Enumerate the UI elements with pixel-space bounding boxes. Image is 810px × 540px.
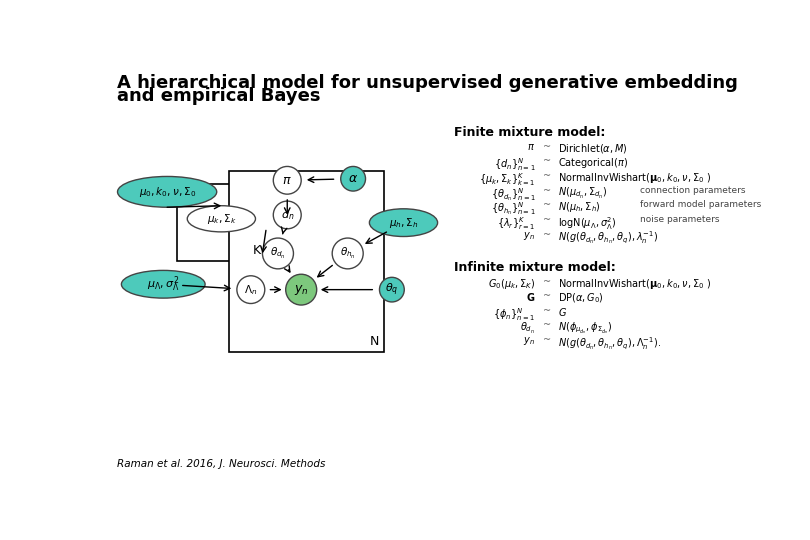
Text: DP$(\alpha, G_0)$: DP$(\alpha, G_0)$ xyxy=(559,291,604,305)
Ellipse shape xyxy=(117,177,217,207)
Ellipse shape xyxy=(286,274,317,305)
Text: $\Lambda_n$: $\Lambda_n$ xyxy=(244,283,258,296)
Text: A hierarchical model for unsupervised generative embedding: A hierarchical model for unsupervised ge… xyxy=(117,74,738,92)
Text: ~: ~ xyxy=(543,157,551,166)
Text: $\theta_{d_n}$: $\theta_{d_n}$ xyxy=(520,320,535,335)
Text: $\mu_0, k_0, \nu, \Sigma_0$: $\mu_0, k_0, \nu, \Sigma_0$ xyxy=(139,185,196,199)
Text: Finite mixture model:: Finite mixture model: xyxy=(454,126,605,139)
Text: $\{\theta_{h_n}\}_{n=1}^N$: $\{\theta_{h_n}\}_{n=1}^N$ xyxy=(491,200,535,217)
Text: $\{d_n\}_{n=1}^N$: $\{d_n\}_{n=1}^N$ xyxy=(493,157,535,173)
Text: $G$: $G$ xyxy=(559,306,568,318)
Text: K: K xyxy=(253,244,261,257)
Bar xyxy=(229,171,384,352)
Ellipse shape xyxy=(332,238,363,269)
Text: $\theta_{h_n}$: $\theta_{h_n}$ xyxy=(339,246,356,261)
Ellipse shape xyxy=(273,201,301,229)
Text: connection parameters: connection parameters xyxy=(640,186,745,195)
Text: $N(\mu_h, \Sigma_h)$: $N(\mu_h, \Sigma_h)$ xyxy=(559,200,601,214)
Text: $y_n$: $y_n$ xyxy=(523,230,535,241)
Ellipse shape xyxy=(187,206,255,232)
Text: $\mathbf{G}$: $\mathbf{G}$ xyxy=(526,291,535,303)
Text: Dirichlet$(\alpha, M)$: Dirichlet$(\alpha, M)$ xyxy=(559,142,628,155)
Text: Infinite mixture model:: Infinite mixture model: xyxy=(454,261,616,274)
Ellipse shape xyxy=(369,209,437,237)
Text: ~: ~ xyxy=(543,230,551,240)
Text: Raman et al. 2016, J. Neurosci. Methods: Raman et al. 2016, J. Neurosci. Methods xyxy=(117,459,325,469)
Text: forward model parameters: forward model parameters xyxy=(640,200,761,210)
Text: $\mu_\Lambda, \sigma_\Lambda^2$: $\mu_\Lambda, \sigma_\Lambda^2$ xyxy=(147,274,180,294)
Text: ~: ~ xyxy=(543,215,551,225)
Text: $\{\lambda_r\}_{r=1}^K$: $\{\lambda_r\}_{r=1}^K$ xyxy=(497,215,535,232)
Text: ~: ~ xyxy=(543,306,551,316)
Text: $d_n$: $d_n$ xyxy=(280,208,294,222)
Text: $\{\mu_k, \Sigma_k\}_{k=1}^K$: $\{\mu_k, \Sigma_k\}_{k=1}^K$ xyxy=(479,171,535,188)
Text: $G_0(\mu_k, \Sigma_K)$: $G_0(\mu_k, \Sigma_K)$ xyxy=(488,276,535,291)
Text: $\alpha$: $\alpha$ xyxy=(348,172,358,185)
Text: $N(g(\theta_{d_n}, \theta_{h_n}, \theta_q), \lambda_n^{-1})$: $N(g(\theta_{d_n}, \theta_{h_n}, \theta_… xyxy=(559,230,659,246)
Text: $N(\phi_{\mu_{d_n}}, \phi_{\Sigma_{d_n}})$: $N(\phi_{\mu_{d_n}}, \phi_{\Sigma_{d_n}}… xyxy=(559,320,612,336)
Text: $\mu_k, \Sigma_k$: $\mu_k, \Sigma_k$ xyxy=(207,212,237,226)
Text: $N(g(\theta_{d_n}, \theta_{h_n}, \theta_q), \Lambda_n^{-1}).$: $N(g(\theta_{d_n}, \theta_{h_n}, \theta_… xyxy=(559,335,662,352)
Text: $\theta_q$: $\theta_q$ xyxy=(386,281,399,298)
Text: Categorical$(\pi)$: Categorical$(\pi)$ xyxy=(559,157,629,171)
Text: ~: ~ xyxy=(543,200,551,210)
Text: ~: ~ xyxy=(543,171,551,181)
Text: ~: ~ xyxy=(543,276,551,287)
Text: ~: ~ xyxy=(543,186,551,195)
Text: $\{\theta_{d_n}\}_{n=1}^N$: $\{\theta_{d_n}\}_{n=1}^N$ xyxy=(491,186,535,202)
Bar xyxy=(177,184,266,261)
Text: and empirical Bayes: and empirical Bayes xyxy=(117,87,320,105)
Text: $\theta_{d_n}$: $\theta_{d_n}$ xyxy=(270,246,286,261)
Text: $\pi$: $\pi$ xyxy=(527,142,535,152)
Text: N: N xyxy=(370,335,380,348)
Text: $\pi$: $\pi$ xyxy=(283,174,292,187)
Ellipse shape xyxy=(341,166,365,191)
Text: noise parameters: noise parameters xyxy=(640,215,719,224)
Text: ~: ~ xyxy=(543,320,551,330)
Ellipse shape xyxy=(237,276,265,303)
Text: ~: ~ xyxy=(543,291,551,301)
Text: ~: ~ xyxy=(543,335,551,345)
Ellipse shape xyxy=(262,238,293,269)
Text: NormalInvWishart$(\mathbf{\mu}_0, k_0, \nu, \Sigma_0\ )$: NormalInvWishart$(\mathbf{\mu}_0, k_0, \… xyxy=(559,276,712,291)
Text: $\mu_h, \Sigma_h$: $\mu_h, \Sigma_h$ xyxy=(389,215,419,230)
Ellipse shape xyxy=(379,278,404,302)
Text: ~: ~ xyxy=(543,142,551,152)
Ellipse shape xyxy=(122,271,205,298)
Text: $y_n$: $y_n$ xyxy=(523,335,535,347)
Ellipse shape xyxy=(273,166,301,194)
Text: $\{\phi_n\}_{n=1}^N$: $\{\phi_n\}_{n=1}^N$ xyxy=(493,306,535,322)
Text: $y_n$: $y_n$ xyxy=(294,282,309,296)
Text: $N(\mu_{d_n}, \Sigma_{d_n})$: $N(\mu_{d_n}, \Sigma_{d_n})$ xyxy=(559,186,608,201)
Text: NormalInvWishart$(\mathbf{\mu}_0, k_0, \nu, \Sigma_0\ )$: NormalInvWishart$(\mathbf{\mu}_0, k_0, \… xyxy=(559,171,712,185)
Text: $\mathrm{logN}(\mu_\Lambda, \sigma_\Lambda^2)$: $\mathrm{logN}(\mu_\Lambda, \sigma_\Lamb… xyxy=(559,215,617,232)
